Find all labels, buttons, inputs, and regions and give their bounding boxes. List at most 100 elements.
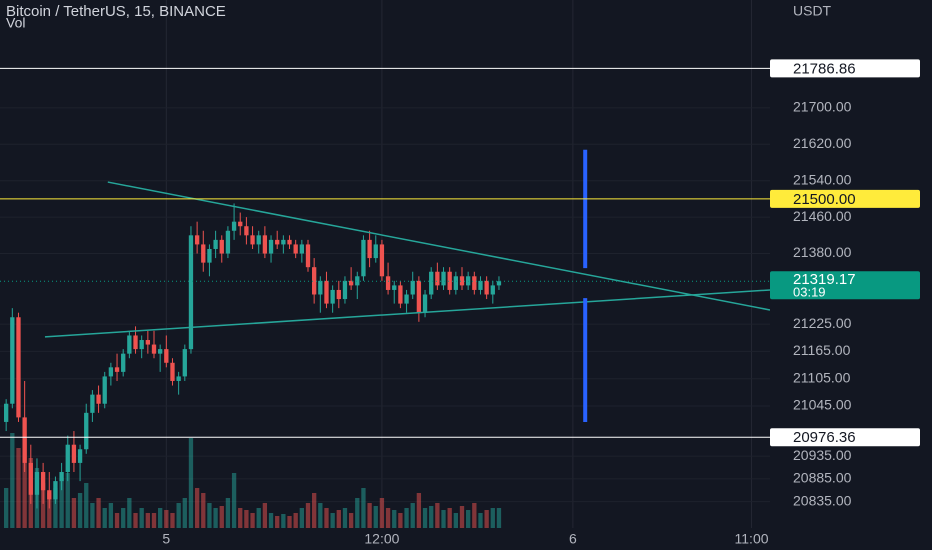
candle-body (410, 280, 415, 295)
candle-body (207, 248, 212, 263)
candle-body (244, 226, 249, 236)
candle-body (392, 285, 397, 290)
volume-bar (59, 478, 64, 528)
volume-bar (318, 503, 323, 528)
volume-bar (312, 493, 317, 528)
x-tick-label: 12:00 (364, 531, 399, 547)
volume-bar (478, 513, 483, 528)
volume-bar (225, 498, 231, 528)
candle-body (484, 280, 489, 295)
candle-body (77, 449, 83, 463)
volume-bar (194, 488, 200, 528)
candle-body (262, 235, 268, 254)
volume-bar (16, 448, 21, 528)
candle-body (312, 267, 317, 295)
volume-bar (299, 508, 304, 528)
candle-body (478, 280, 483, 290)
y-tick-label: 21540.00 (793, 171, 852, 187)
volume-bar (47, 493, 52, 528)
candle-body (90, 394, 95, 413)
y-tick-label: 21165.00 (793, 342, 851, 358)
candle-body (176, 376, 181, 381)
candle-body (348, 280, 354, 286)
volume-bar (355, 498, 360, 528)
trendline (44, 289, 771, 338)
volume-bar (4, 488, 9, 528)
candle-body (108, 367, 114, 377)
candle-body (435, 271, 440, 286)
x-tick-label: 11:00 (735, 531, 769, 547)
candle-body (231, 221, 237, 231)
volume-bar (367, 503, 372, 528)
candle-body (201, 244, 206, 263)
candle-body (355, 276, 360, 286)
volume-bar (416, 493, 422, 528)
candle-body (225, 230, 231, 254)
volume-bar (213, 508, 218, 528)
candle-body (281, 239, 286, 245)
volume-bar (114, 513, 120, 528)
volume-bar (133, 513, 138, 528)
plot-area: 5 12:00 6 11:00 (0, 0, 771, 547)
candle-body (367, 239, 372, 259)
volume-bar (250, 513, 255, 528)
currency-label: USDT (793, 3, 832, 19)
volume-bar (336, 510, 341, 528)
candle-body (53, 481, 58, 500)
volume-bar (96, 498, 101, 528)
y-tick-label: 21380.00 (793, 244, 852, 260)
level-label: 20976.36 (793, 429, 856, 446)
volume-bar (330, 513, 335, 528)
candle-body (194, 235, 200, 245)
candle-body (373, 244, 378, 259)
y-tick-label: 21460.00 (793, 208, 852, 224)
volume-bar (404, 508, 409, 528)
volume-bar (176, 503, 181, 528)
level-label: 21786.86 (793, 60, 856, 77)
volume-bar (422, 508, 428, 528)
candle-body (182, 349, 187, 377)
volume-bar (108, 503, 114, 528)
volume-bar (188, 438, 194, 528)
volume-bar (53, 488, 58, 528)
volume-bar (65, 473, 70, 528)
candle-body (490, 285, 495, 295)
candle-body (268, 239, 274, 254)
candle-body (459, 276, 465, 286)
y-tick-label: 21700.00 (793, 99, 852, 115)
candle-body (256, 235, 261, 245)
volume-bar (77, 493, 83, 528)
volume-bar (490, 508, 495, 528)
volume-bar (182, 498, 187, 528)
candle-body (429, 271, 434, 295)
volume-bar (293, 513, 298, 528)
candle-body (102, 376, 107, 404)
volume-bar (324, 508, 329, 528)
volume-bar (447, 508, 452, 528)
candle-body (299, 244, 304, 254)
volume-bar (10, 433, 15, 528)
volume-bar (348, 513, 354, 528)
volume-bar (379, 498, 385, 528)
candle-body (151, 344, 157, 354)
y-tick-label: 21105.00 (793, 369, 851, 385)
candle-body (139, 340, 144, 350)
volume-bar (342, 508, 348, 528)
price-axis: 21700.00 21620.00 21540.00 21460.00 21380.00… (770, 59, 920, 508)
candle-body (40, 472, 46, 491)
y-tick-label: 20935.00 (793, 447, 852, 463)
candle-body (121, 353, 126, 372)
candle-body (305, 244, 311, 268)
x-tick-label: 5 (162, 531, 170, 547)
level-label: 21500.00 (793, 191, 856, 208)
volume-bar (410, 503, 415, 528)
volume-bar (472, 503, 477, 528)
candle-body (145, 340, 150, 345)
candle-body (28, 462, 33, 495)
volume-bar (121, 508, 126, 528)
candle-body (22, 417, 27, 463)
candle-body (84, 412, 89, 450)
volume-bar (287, 516, 292, 528)
candle-body (447, 271, 452, 290)
volume-bar (305, 503, 311, 528)
